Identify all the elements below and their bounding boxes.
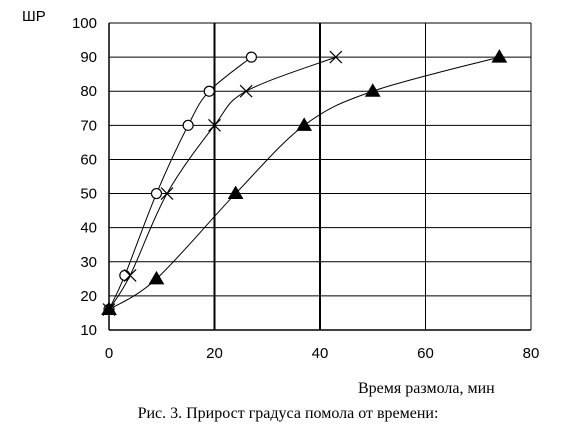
cross-point (160, 187, 174, 200)
triangle-point (227, 185, 244, 200)
y-tick-label: 10 (80, 322, 97, 339)
y-tick-label: 80 (80, 83, 97, 100)
series-line-circle (108, 56, 252, 310)
y-tick-label: 100 (72, 15, 97, 32)
circle-point (203, 85, 215, 97)
triangle-point (491, 49, 508, 63)
y-tick-label: 60 (80, 151, 97, 168)
trend-curves (108, 56, 500, 310)
x-tick-label: 0 (105, 345, 113, 362)
cross-point (239, 84, 253, 98)
x-tick-label: 20 (206, 345, 223, 362)
figure-caption: Рис. 3. Прирост градуса помола от времен… (138, 405, 439, 422)
grid (108, 22, 532, 331)
y-axis-label: ШР (22, 8, 46, 25)
series-line-triangle (108, 56, 500, 310)
tick-labels: 10 20 30 40 50 60 70 80 90 100 0 20 40 60 80 (72, 15, 539, 362)
x-axis-label: Время размола, мин (358, 380, 495, 397)
x-tick-label: 60 (417, 345, 434, 362)
data-markers (101, 49, 508, 316)
y-tick-label: 30 (80, 254, 97, 271)
y-tick-label: 90 (80, 49, 97, 66)
triangle-point (364, 83, 381, 97)
triangle-point (148, 270, 165, 285)
cross-point (208, 118, 221, 132)
x-tick-label: 40 (312, 345, 329, 362)
circle-point (119, 269, 131, 282)
y-tick-label: 40 (80, 220, 97, 237)
cross-point (329, 50, 343, 64)
circle-point (150, 187, 163, 200)
triangle-point (101, 301, 117, 316)
triangle-point (296, 117, 313, 131)
axes (108, 23, 531, 331)
y-tick-label: 70 (80, 117, 97, 134)
y-tick-label: 20 (80, 288, 97, 305)
circle-point (182, 119, 194, 131)
cross-point (123, 268, 137, 282)
y-tick-label: 50 (80, 186, 97, 203)
series-line-cross (108, 56, 337, 310)
circle-point (245, 51, 258, 63)
x-tick-label: 80 (523, 345, 540, 362)
